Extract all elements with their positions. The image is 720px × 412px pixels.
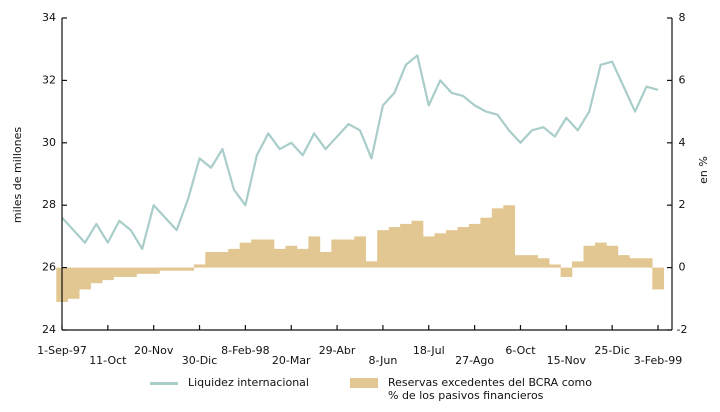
y2-tick-label: 6 xyxy=(679,73,686,86)
bar xyxy=(583,245,596,268)
bar xyxy=(640,258,653,268)
bar xyxy=(274,248,286,268)
x-tick-label: 18-Jul xyxy=(413,344,445,357)
y2-tick-label: 8 xyxy=(679,11,686,24)
bar xyxy=(262,239,275,268)
x-tick-label: 1-Sep-97 xyxy=(37,344,87,357)
bar xyxy=(629,258,642,268)
bar xyxy=(170,267,183,271)
legend-label: Reservas excedentes del BCRA como % de l… xyxy=(388,376,592,402)
y-tick-label: 26 xyxy=(42,261,56,274)
legend-swatch xyxy=(150,382,178,385)
y-tick-label: 34 xyxy=(42,11,56,24)
bar xyxy=(491,208,504,268)
bar xyxy=(285,245,298,268)
bar xyxy=(296,248,309,268)
chart: miles de millones en % 242628303234-2024… xyxy=(11,11,710,367)
bar xyxy=(251,239,263,268)
bar xyxy=(159,267,172,271)
bar xyxy=(205,252,218,268)
bar xyxy=(652,267,665,290)
bar xyxy=(411,220,424,268)
bar xyxy=(400,223,412,268)
x-tick-label: 6-Oct xyxy=(505,344,536,357)
bar xyxy=(594,242,607,268)
bar xyxy=(537,258,550,268)
bar xyxy=(445,230,458,268)
x-tick-label: 11-Oct xyxy=(89,354,127,367)
bar xyxy=(319,252,332,268)
bar xyxy=(617,255,630,268)
y-axis-label: miles de millones xyxy=(11,127,24,223)
y-tick-label: 32 xyxy=(42,73,56,86)
bar xyxy=(90,267,103,284)
bar xyxy=(503,205,516,268)
bar xyxy=(147,267,160,274)
bar xyxy=(514,255,527,268)
bar xyxy=(388,227,401,268)
bar xyxy=(79,267,91,290)
y2-axis-label: en % xyxy=(697,156,710,184)
bar xyxy=(457,227,470,268)
bar xyxy=(526,255,538,268)
line xyxy=(61,54,659,250)
bar xyxy=(342,239,355,268)
y2-tick-label: -2 xyxy=(677,323,688,336)
bar xyxy=(308,236,321,268)
x-tick-label: 15-Nov xyxy=(547,354,587,367)
legend-label: Liquidez internacional xyxy=(188,376,309,389)
x-tick-label: 27-Ago xyxy=(455,354,494,367)
x-tick-label: 20-Mar xyxy=(272,354,311,367)
bar xyxy=(434,233,447,268)
bar xyxy=(182,267,195,271)
bar xyxy=(365,261,378,268)
bar xyxy=(102,267,114,281)
y2-tick-label: 0 xyxy=(679,261,686,274)
legend-item: Liquidez internacional xyxy=(150,376,309,389)
bar xyxy=(468,223,481,268)
bar xyxy=(216,252,229,268)
bars xyxy=(56,205,665,302)
y2-tick-label: 2 xyxy=(679,198,686,211)
bar xyxy=(67,267,80,299)
bar xyxy=(560,267,573,277)
y-tick-label: 24 xyxy=(42,323,56,336)
legend-item: Reservas excedentes del BCRA como % de l… xyxy=(350,376,598,402)
x-tick-label: 30-Dic xyxy=(182,354,218,367)
bar xyxy=(239,242,252,268)
x-tick-label: 25-Dic xyxy=(594,344,630,357)
bar xyxy=(354,236,367,268)
legend-swatch xyxy=(350,378,378,388)
bar xyxy=(423,236,435,268)
bar xyxy=(136,267,149,274)
bar xyxy=(549,264,561,268)
bar xyxy=(377,230,389,268)
bar xyxy=(480,217,493,268)
bar xyxy=(331,239,344,268)
x-tick-label: 29-Abr xyxy=(319,344,356,357)
legend: Liquidez internacional Reservas excedente… xyxy=(150,376,710,410)
x-tick-label: 3-Feb-99 xyxy=(634,354,682,367)
bar xyxy=(193,264,206,268)
bar xyxy=(125,267,137,277)
bar xyxy=(113,267,126,277)
y-tick-label: 30 xyxy=(42,136,56,149)
lines xyxy=(61,54,659,250)
bar xyxy=(572,261,584,268)
x-tick-label: 8-Jun xyxy=(369,354,398,367)
bar xyxy=(606,245,619,268)
x-tick-label: 20-Nov xyxy=(134,344,174,357)
x-tick-label: 8-Feb-98 xyxy=(221,344,269,357)
bar xyxy=(228,248,240,268)
y-tick-label: 28 xyxy=(42,198,56,211)
y2-tick-label: 4 xyxy=(679,136,686,149)
